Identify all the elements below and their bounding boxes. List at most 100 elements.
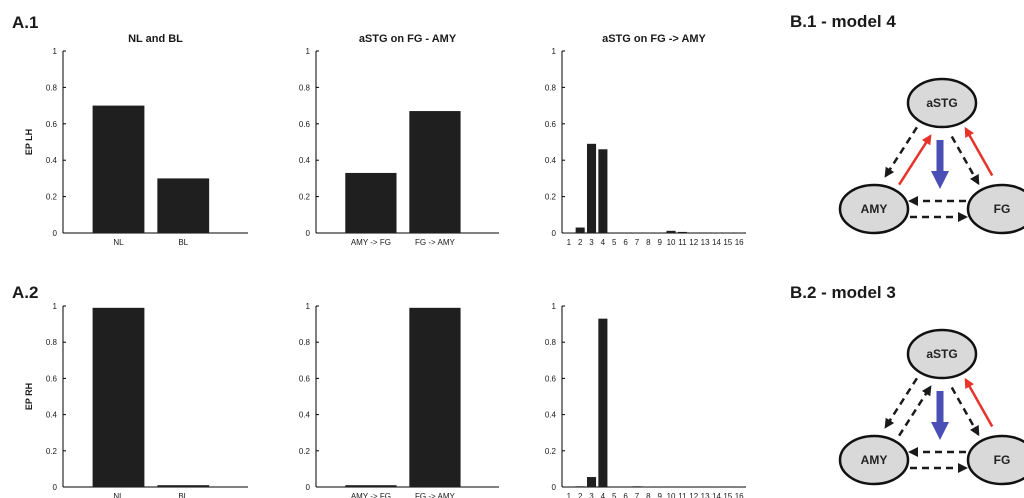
- panel-label-b2: B.2 - model 3: [790, 283, 896, 302]
- y-axis-label: EP LH: [24, 129, 34, 155]
- y-tick-label: 1: [552, 47, 557, 56]
- x-tick-label: BL: [178, 238, 188, 247]
- x-tick-label: 10: [667, 492, 676, 498]
- bar-13: [700, 232, 710, 233]
- y-tick-label: 0.8: [299, 338, 311, 347]
- y-tick-label: 0.2: [299, 447, 311, 456]
- bar-amy-fg: [345, 172, 397, 233]
- diagram-model-4: aSTG AMY FG: [838, 77, 1024, 235]
- bar-nl: [92, 105, 145, 233]
- y-tick-label: 1: [53, 47, 58, 56]
- x-tick-label: 13: [701, 238, 710, 247]
- x-tick-label: 4: [601, 238, 606, 247]
- chart-a1-nl-bl: 0 0.2 0.4 0.6 0.8 1 NL and BL EP LH NL BL: [24, 33, 248, 247]
- y-tick-label: 0: [552, 483, 557, 492]
- bar-4: [598, 149, 608, 233]
- bar-11: [677, 231, 687, 233]
- bar-7: [632, 486, 642, 487]
- x-tick-label: 8: [646, 238, 651, 247]
- y-tick-label: 0.4: [46, 156, 58, 165]
- x-tick-label: 12: [689, 492, 698, 498]
- node-label: aSTG: [926, 347, 957, 361]
- y-tick-label: 0.4: [299, 156, 311, 165]
- y-tick-label: 1: [53, 302, 58, 311]
- diagram-model-3: aSTG AMY FG: [838, 328, 1024, 486]
- node-amy: AMY: [838, 183, 910, 235]
- y-tick-label: 0.6: [299, 374, 311, 383]
- y-tick-label: 0.4: [46, 411, 58, 420]
- chart-title: aSTG on FG - AMY: [359, 33, 457, 45]
- bar-fg-amy: [409, 111, 461, 233]
- x-tick-label: 7: [635, 492, 640, 498]
- bar-4: [598, 318, 608, 487]
- y-tick-label: 1: [552, 302, 557, 311]
- node-shape: [838, 434, 910, 486]
- panel-label-b1: B.1 - model 4: [790, 12, 896, 31]
- x-tick-label: 6: [623, 492, 628, 498]
- y-tick-label: 0.8: [299, 83, 311, 92]
- panel-label-a2: A.2: [12, 283, 38, 302]
- bar-amy-fg: [345, 485, 397, 487]
- x-tick-label: FG -> AMY: [415, 238, 455, 247]
- bar-3: [586, 477, 597, 487]
- bar-15: [723, 486, 733, 487]
- y-tick-label: 0.4: [299, 411, 311, 420]
- bar-10: [666, 230, 676, 233]
- y-axis-label: EP RH: [24, 383, 34, 410]
- x-tick-label: 6: [623, 238, 628, 247]
- y-tick-label: 0: [53, 229, 58, 238]
- bar-2: [575, 486, 585, 487]
- bar-charts: 0 0.2 0.4 0.6 0.8 1 NL and BL EP LH NL BL 0 0.2 0.4 0…: [24, 33, 746, 498]
- y-tick-label: 0.4: [545, 411, 557, 420]
- network-diagrams: aSTG AMY FG aSTG AMY FG: [838, 77, 1024, 486]
- x-tick-label: 2: [578, 238, 583, 247]
- y-tick-label: 0.2: [46, 447, 58, 456]
- x-tick-label: 9: [657, 238, 662, 247]
- node-fg: FG: [966, 434, 1024, 486]
- y-tick-label: 0.2: [46, 193, 58, 202]
- node-shape: [838, 183, 910, 235]
- edge-top-to-right: [950, 135, 980, 186]
- x-tick-label: AMY -> FG: [351, 238, 391, 247]
- x-tick-label: NL: [113, 492, 124, 498]
- x-tick-label: 4: [601, 492, 606, 498]
- x-tick-label: 13: [701, 492, 710, 498]
- y-tick-label: 0: [552, 229, 557, 238]
- bar-12: [689, 232, 699, 233]
- x-tick-label: BL: [178, 492, 188, 498]
- bar-bl: [157, 485, 210, 487]
- x-tick-label: 3: [589, 492, 594, 498]
- x-tick-label: 15: [723, 492, 732, 498]
- y-tick-label: 0.6: [545, 120, 557, 129]
- x-tick-label: 14: [712, 238, 721, 247]
- x-tick-label: 5: [612, 492, 617, 498]
- node-label: aSTG: [926, 96, 957, 110]
- x-tick-label: 9: [657, 492, 662, 498]
- y-tick-label: 0: [306, 229, 311, 238]
- node-label: AMY: [861, 202, 888, 216]
- y-tick-label: 0.6: [46, 374, 58, 383]
- node-label: FG: [994, 453, 1011, 467]
- node-amy: AMY: [838, 434, 910, 486]
- x-tick-label: 1: [567, 492, 572, 498]
- x-tick-label: 15: [723, 238, 732, 247]
- y-tick-label: 0.8: [46, 83, 58, 92]
- node-astg: aSTG: [906, 77, 978, 129]
- edge-left-to-top: [898, 385, 932, 437]
- x-tick-label: 10: [667, 238, 676, 247]
- y-tick-label: 0.2: [545, 193, 557, 202]
- node-astg: aSTG: [906, 328, 978, 380]
- chart-title: NL and BL: [128, 33, 183, 45]
- y-tick-label: 0.8: [46, 338, 58, 347]
- y-tick-label: 0.8: [545, 83, 557, 92]
- x-tick-label: 8: [646, 492, 651, 498]
- chart-title: aSTG on FG -> AMY: [602, 33, 706, 45]
- bar-nl: [92, 307, 145, 487]
- node-fg: FG: [966, 183, 1024, 235]
- x-tick-label: 12: [689, 238, 698, 247]
- edge-right-to-top: [964, 126, 994, 177]
- x-tick-label: AMY -> FG: [351, 492, 391, 498]
- x-tick-label: FG -> AMY: [415, 492, 455, 498]
